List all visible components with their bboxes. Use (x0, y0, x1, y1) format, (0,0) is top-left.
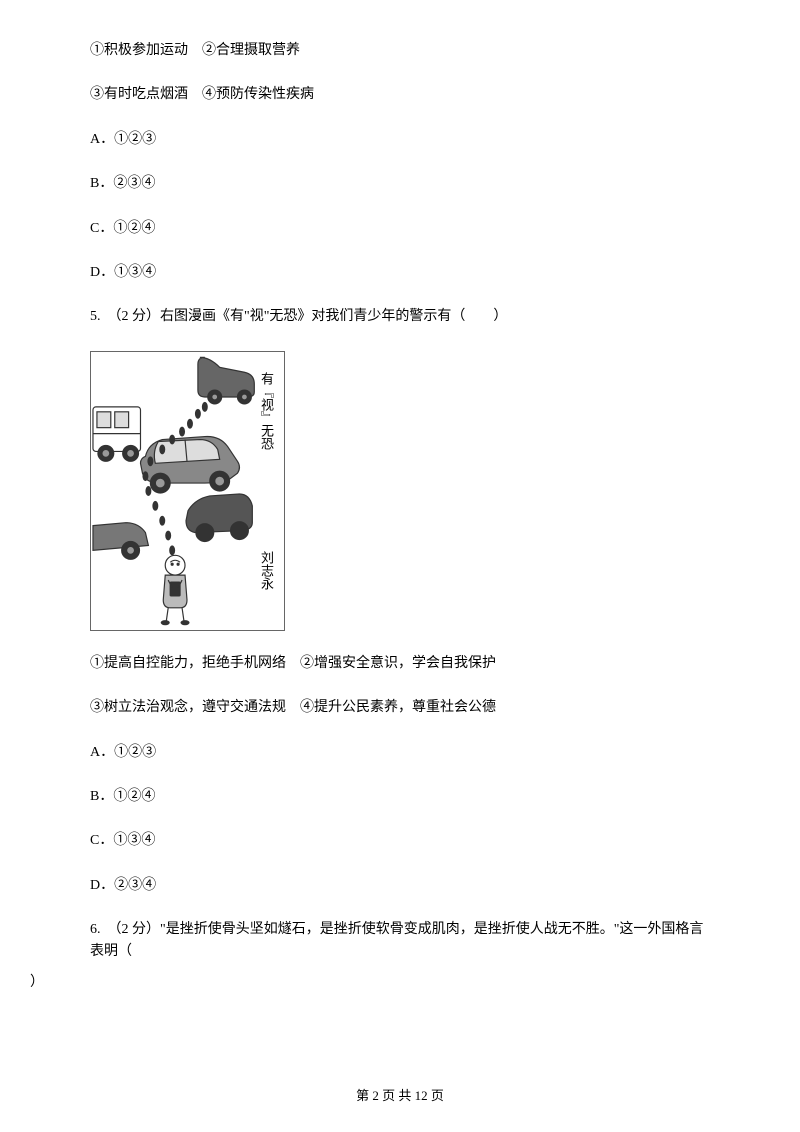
footer-page-total: 12 (415, 1088, 428, 1103)
q4-option-c: C．①②④ (90, 218, 710, 240)
footer-middle: 页 共 (379, 1088, 415, 1103)
image-title-text: 有『视』无恐 (255, 372, 276, 450)
q4-option-d: D．①③④ (90, 262, 710, 284)
q4-options-row1: ①积极参加运动 ②合理摄取营养 (90, 40, 710, 62)
q5-option-c: C．①③④ (90, 830, 710, 852)
q5-text: 5. （2 分）右图漫画《有"视"无恐》对我们青少年的警示有（ ） (90, 306, 710, 328)
footer-suffix: 页 (428, 1088, 444, 1103)
footer-prefix: 第 (356, 1088, 372, 1103)
page-footer: 第 2 页 共 12 页 (0, 1086, 800, 1107)
q5-options-row1: ①提高自控能力，拒绝手机网络 ②增强安全意识，学会自我保护 (90, 653, 710, 675)
cartoon-image: 有『视』无恐 刘志永 (90, 351, 285, 631)
q6-text-content: 6. （2 分）"是挫折使骨头坚如燧石，是挫折使软骨变成肌肉，是挫折使人战无不胜… (90, 922, 703, 959)
q4-option-a: A．①②③ (90, 129, 710, 151)
q4-option-b: B．②③④ (90, 173, 710, 195)
q5-option-a: A．①②③ (90, 742, 710, 764)
q6-closing-paren: ） (30, 972, 710, 994)
q5-option-d: D．②③④ (90, 875, 710, 897)
q4-options-row2: ③有时吃点烟酒 ④预防传染性疾病 (90, 84, 710, 106)
q6-text: 6. （2 分）"是挫折使骨头坚如燧石，是挫折使软骨变成肌肉，是挫折使人战无不胜… (90, 919, 710, 994)
q5-option-b: B．①②④ (90, 786, 710, 808)
q5-options-row2: ③树立法治观念，遵守交通法规 ④提升公民素养，尊重社会公德 (90, 697, 710, 719)
image-author-text: 刘志永 (255, 551, 276, 590)
